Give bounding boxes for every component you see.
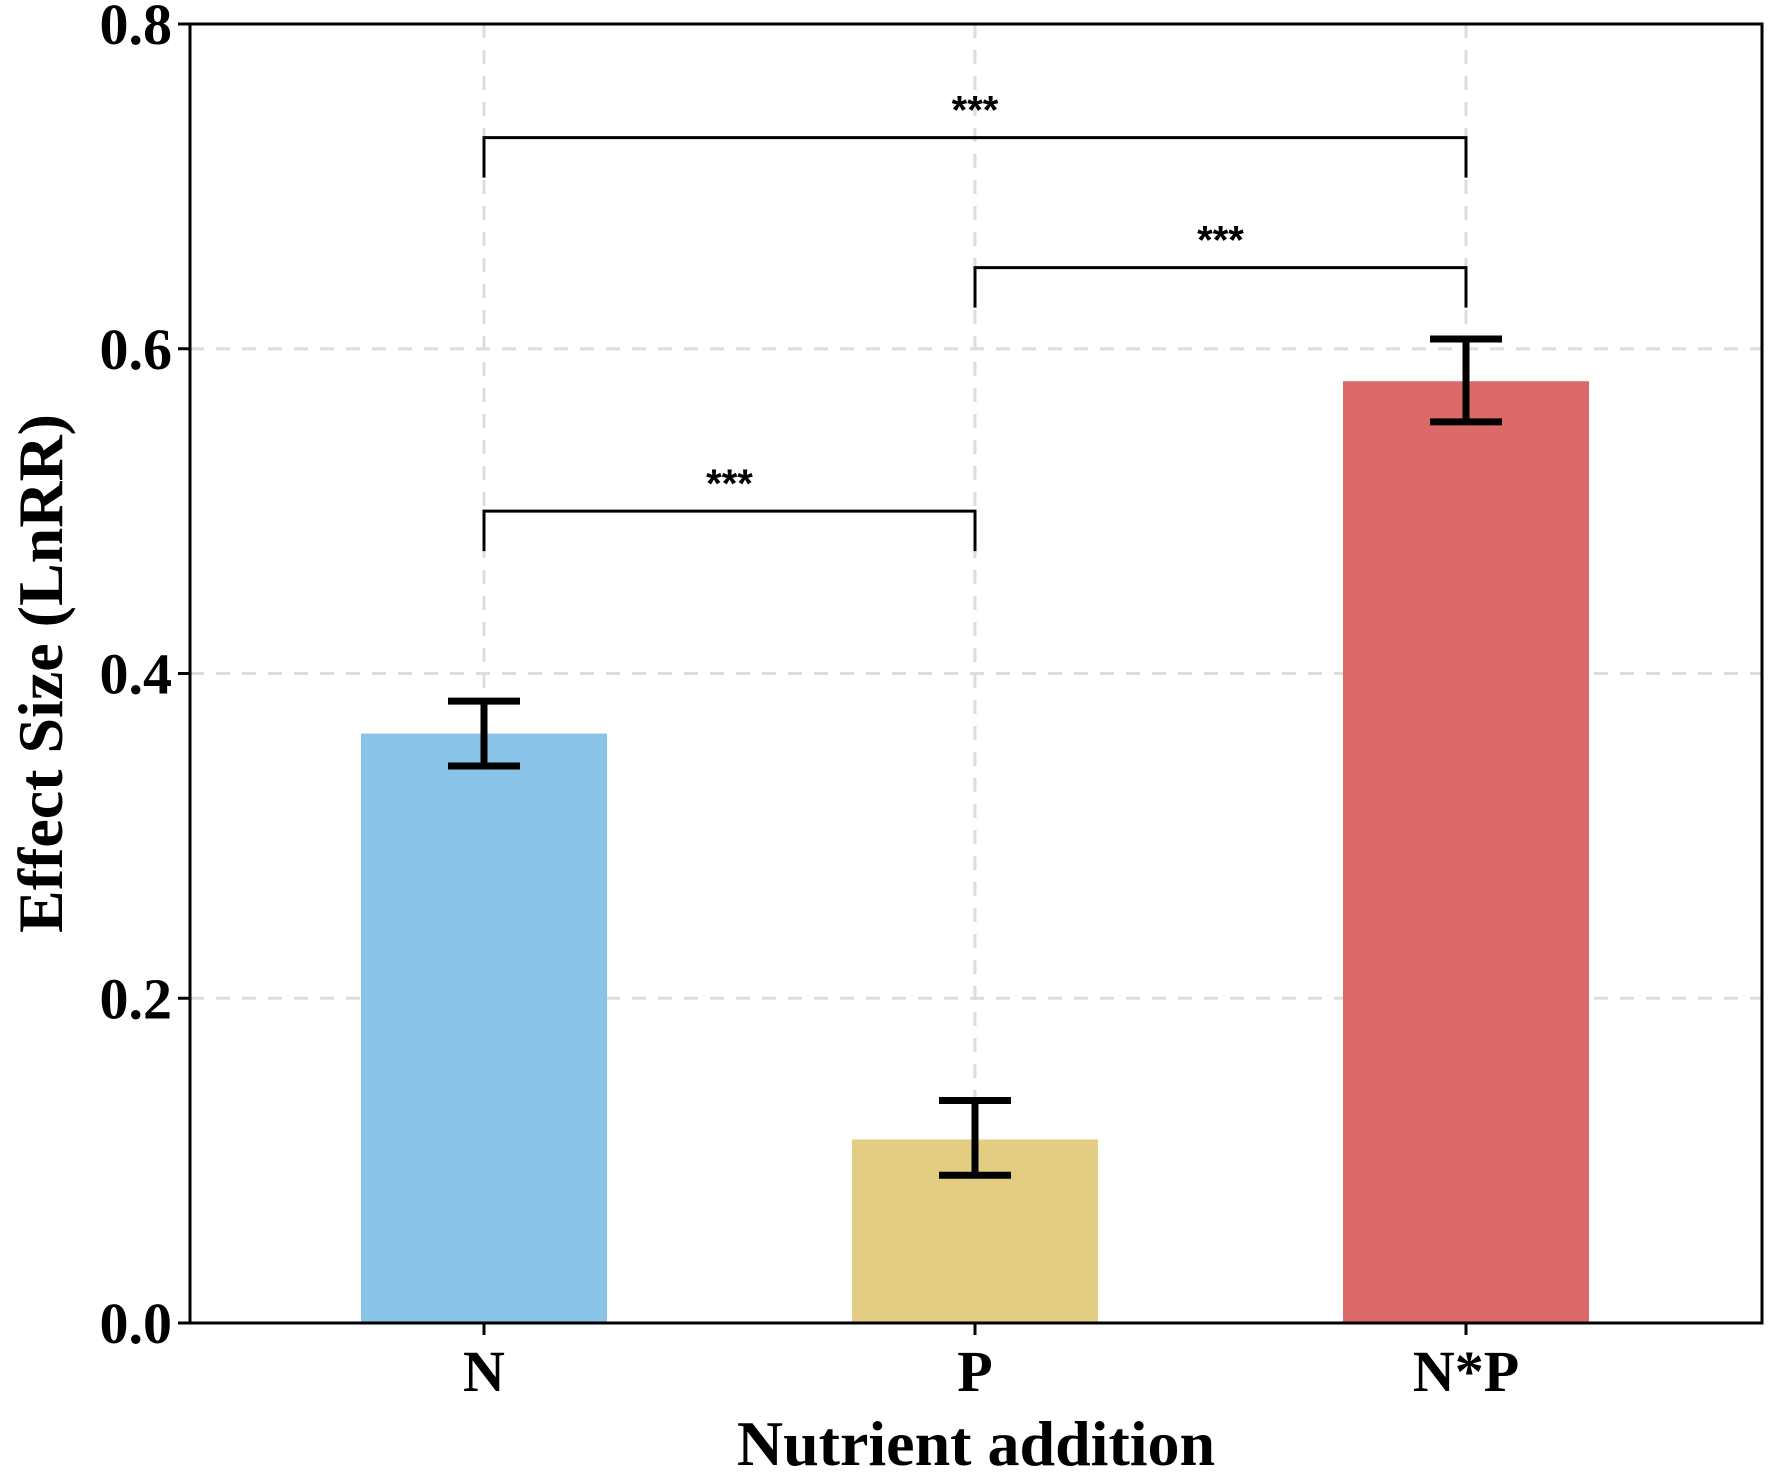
- significance-bracket: [973, 266, 1468, 308]
- error-bar-layer: [448, 335, 1502, 1179]
- significance-label: ***: [1197, 219, 1244, 263]
- y-axis-title: Effect Size (LnRR): [5, 414, 76, 933]
- significance-bracket: [482, 136, 1468, 178]
- x-tick-label: N*P: [1413, 1339, 1519, 1404]
- x-tick-label: P: [957, 1339, 992, 1404]
- y-tick-label: 0.4: [100, 642, 173, 707]
- y-tick-label: 0.6: [100, 317, 173, 382]
- significance-layer: *** *** ***: [482, 89, 1468, 552]
- x-tick-label: N: [463, 1339, 505, 1404]
- y-tick-label: 0.0: [100, 1291, 173, 1356]
- bar-nxp: [1343, 381, 1589, 1324]
- y-tick-label: 0.8: [100, 0, 173, 57]
- y-tick-label: 0.2: [100, 966, 173, 1031]
- bar-layer: [361, 381, 1589, 1324]
- x-axis-title: Nutrient addition: [737, 1408, 1215, 1474]
- significance-label: ***: [706, 462, 753, 506]
- tick-layer: 0.0 0.2 0.4 0.6 0.8 N P N*P: [100, 0, 1520, 1404]
- significance-label: ***: [952, 89, 999, 133]
- bar-n: [361, 733, 607, 1323]
- significance-bracket: [482, 509, 977, 552]
